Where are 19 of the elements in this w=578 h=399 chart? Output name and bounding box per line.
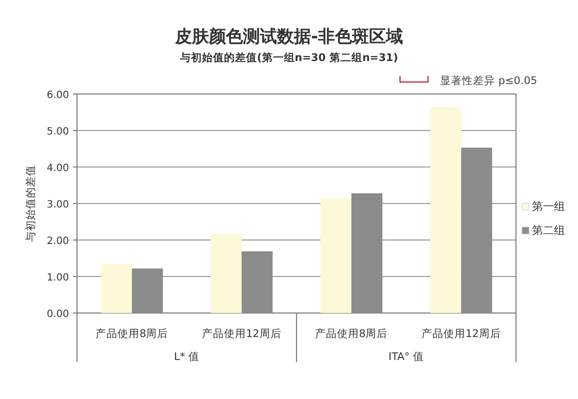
x-tick-label: 产品使用8周后 [315, 327, 388, 340]
y-tick-label: 5.00 [46, 126, 69, 138]
text: L* 值 [174, 351, 200, 363]
y-axis-title: 与初始值的差值 [24, 165, 37, 242]
y-tick-label: 4.00 [46, 163, 69, 174]
chart-subtitle: 与初始值的差值(第一组n=30 第二组n=31) [178, 51, 398, 64]
y-tick-label: 3.00 [46, 200, 69, 210]
text: 显著性差异 p≤0.05 [440, 74, 538, 87]
x-tick-label: 产品使用12周后 [421, 327, 501, 340]
legend-label: 第一组 [532, 200, 565, 213]
legend-label: 第二组 [532, 224, 565, 237]
y-tick-label: 0.00 [46, 309, 69, 320]
x-tick-label: 产品使用8周后 [96, 327, 168, 340]
y-tick-label: 6.00 [46, 90, 69, 101]
chart-title: 皮肤颜色测试数据-非色斑区域 [174, 27, 404, 47]
y-tick-label: 2.00 [46, 236, 69, 247]
text: ITA° 值 [388, 351, 424, 363]
y-tick-label: 1.00 [46, 272, 69, 284]
x-tick-label: 产品使用12周后 [202, 327, 282, 340]
